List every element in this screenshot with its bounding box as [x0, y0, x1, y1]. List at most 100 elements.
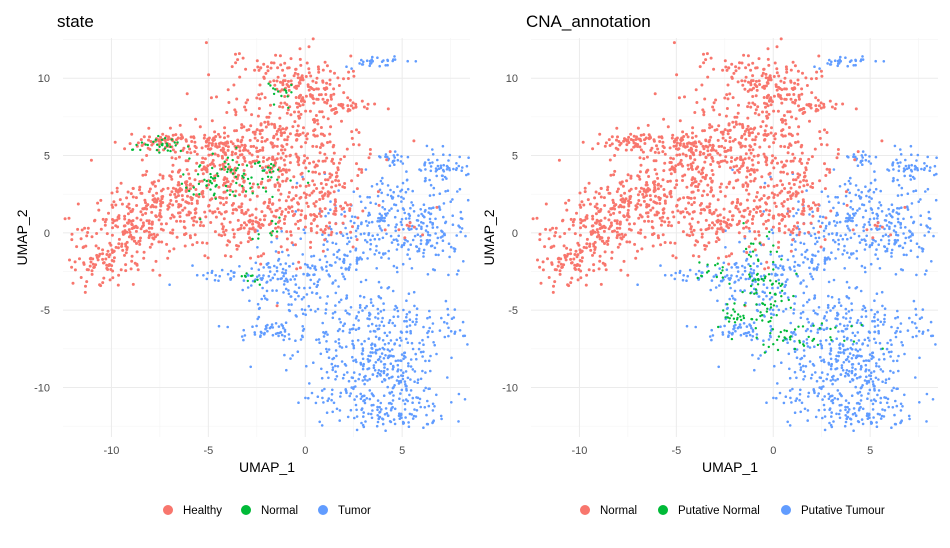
point — [724, 128, 727, 131]
point — [225, 201, 228, 204]
point — [797, 140, 800, 143]
point — [294, 243, 297, 246]
point — [406, 331, 409, 334]
point — [404, 380, 407, 383]
point — [822, 385, 825, 388]
point — [360, 422, 363, 425]
point — [373, 253, 376, 256]
point — [733, 171, 736, 174]
point — [807, 345, 810, 348]
point — [337, 285, 340, 288]
point — [426, 145, 429, 148]
point — [372, 304, 375, 307]
point — [718, 267, 721, 270]
point — [783, 114, 786, 117]
point — [794, 333, 797, 336]
point — [745, 176, 748, 179]
point — [297, 157, 300, 160]
point — [277, 278, 280, 281]
point — [719, 325, 722, 328]
point — [358, 131, 361, 134]
point — [441, 175, 444, 178]
point — [804, 408, 807, 411]
point — [897, 355, 900, 358]
point — [444, 336, 447, 339]
point — [914, 322, 917, 325]
point — [462, 260, 465, 263]
point — [217, 133, 220, 136]
point — [798, 94, 801, 97]
point — [309, 287, 312, 290]
point — [783, 268, 786, 271]
point — [304, 313, 307, 316]
point — [858, 409, 861, 412]
point — [869, 218, 872, 221]
point — [845, 372, 848, 375]
point — [749, 132, 752, 135]
point — [236, 248, 239, 251]
point — [708, 224, 711, 227]
point — [735, 165, 738, 168]
point — [800, 144, 803, 147]
point — [462, 321, 465, 324]
point — [257, 255, 260, 258]
point — [407, 377, 410, 380]
point — [386, 59, 389, 62]
point — [772, 397, 775, 400]
point — [159, 136, 162, 139]
point — [791, 87, 794, 90]
point — [855, 357, 858, 360]
point — [868, 413, 871, 416]
point — [235, 209, 238, 212]
point — [748, 144, 751, 147]
point — [895, 336, 898, 339]
point — [671, 211, 674, 214]
point — [857, 150, 860, 153]
point — [793, 265, 796, 268]
point — [259, 84, 262, 87]
point — [725, 255, 728, 258]
point — [695, 273, 698, 276]
point — [467, 156, 470, 159]
point — [378, 204, 381, 207]
point — [760, 275, 763, 278]
point — [900, 403, 903, 406]
point — [393, 203, 396, 206]
point — [353, 222, 356, 225]
point — [744, 138, 747, 141]
point — [227, 149, 230, 152]
point — [123, 147, 126, 150]
point — [189, 187, 192, 190]
point — [832, 239, 835, 242]
point — [810, 234, 813, 237]
point — [803, 232, 806, 235]
point — [341, 103, 344, 106]
point — [691, 136, 694, 139]
point — [338, 318, 341, 321]
point — [383, 378, 386, 381]
point — [201, 241, 204, 244]
point — [792, 93, 795, 96]
point — [731, 333, 734, 336]
point — [325, 308, 328, 311]
point — [295, 194, 298, 197]
point — [824, 315, 827, 318]
point — [297, 401, 300, 404]
point — [150, 243, 153, 246]
point — [111, 226, 114, 229]
point — [312, 102, 315, 105]
point — [777, 86, 780, 89]
point — [302, 132, 305, 135]
point — [878, 358, 881, 361]
point — [259, 67, 262, 70]
point — [274, 215, 277, 218]
point — [325, 102, 328, 105]
point — [322, 144, 325, 147]
point — [852, 332, 855, 335]
point — [210, 96, 213, 99]
point — [751, 164, 754, 167]
point — [219, 164, 222, 167]
point — [363, 106, 366, 109]
point — [402, 207, 405, 210]
